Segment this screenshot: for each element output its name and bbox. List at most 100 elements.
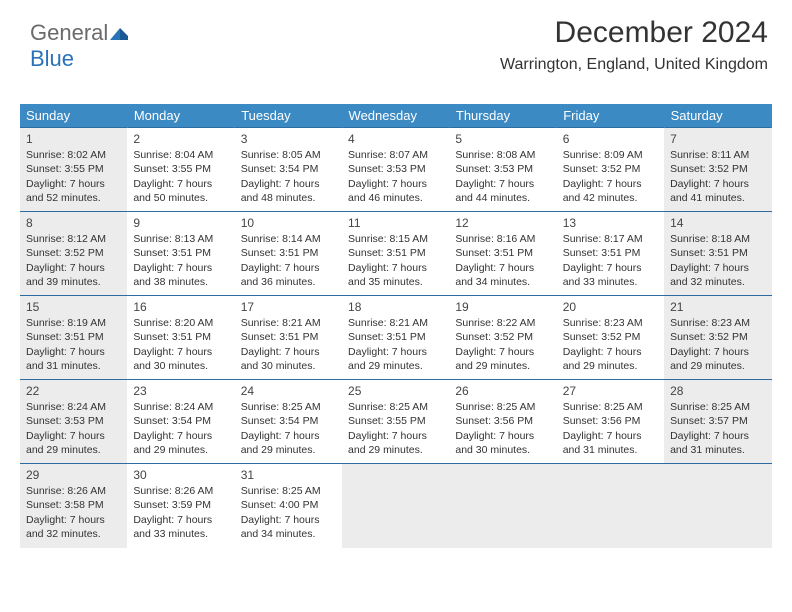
day2-text: and 34 minutes. <box>241 527 336 541</box>
calendar-cell: 31Sunrise: 8:25 AMSunset: 4:00 PMDayligh… <box>235 464 342 548</box>
calendar-cell: 29Sunrise: 8:26 AMSunset: 3:58 PMDayligh… <box>20 464 127 548</box>
day-number: 3 <box>241 131 336 147</box>
day1-text: Daylight: 7 hours <box>133 429 228 443</box>
calendar-cell: 4Sunrise: 8:07 AMSunset: 3:53 PMDaylight… <box>342 128 449 212</box>
sunset-text: Sunset: 3:51 PM <box>348 330 443 344</box>
weekday-header: Wednesday <box>342 104 449 128</box>
weekday-header: Monday <box>127 104 234 128</box>
header: December 2024 Warrington, England, Unite… <box>500 16 768 74</box>
calendar-cell: 9Sunrise: 8:13 AMSunset: 3:51 PMDaylight… <box>127 212 234 296</box>
calendar-cell: 22Sunrise: 8:24 AMSunset: 3:53 PMDayligh… <box>20 380 127 464</box>
sunset-text: Sunset: 3:54 PM <box>241 414 336 428</box>
weekday-header-row: Sunday Monday Tuesday Wednesday Thursday… <box>20 104 772 128</box>
day-number: 28 <box>670 383 765 399</box>
sunrise-text: Sunrise: 8:22 AM <box>455 316 550 330</box>
calendar-cell: 17Sunrise: 8:21 AMSunset: 3:51 PMDayligh… <box>235 296 342 380</box>
day1-text: Daylight: 7 hours <box>241 261 336 275</box>
sunset-text: Sunset: 3:51 PM <box>455 246 550 260</box>
day1-text: Daylight: 7 hours <box>133 261 228 275</box>
day2-text: and 35 minutes. <box>348 275 443 289</box>
calendar-row: 29Sunrise: 8:26 AMSunset: 3:58 PMDayligh… <box>20 464 772 548</box>
day2-text: and 29 minutes. <box>563 359 658 373</box>
day1-text: Daylight: 7 hours <box>348 345 443 359</box>
logo-text-1: General <box>30 20 108 45</box>
day2-text: and 29 minutes. <box>348 443 443 457</box>
day-number: 2 <box>133 131 228 147</box>
calendar-row: 15Sunrise: 8:19 AMSunset: 3:51 PMDayligh… <box>20 296 772 380</box>
day1-text: Daylight: 7 hours <box>563 261 658 275</box>
weekday-header: Tuesday <box>235 104 342 128</box>
sunset-text: Sunset: 3:51 PM <box>133 246 228 260</box>
sunrise-text: Sunrise: 8:04 AM <box>133 148 228 162</box>
sunrise-text: Sunrise: 8:19 AM <box>26 316 121 330</box>
sunrise-text: Sunrise: 8:25 AM <box>455 400 550 414</box>
day2-text: and 33 minutes. <box>563 275 658 289</box>
sunset-text: Sunset: 3:52 PM <box>26 246 121 260</box>
day1-text: Daylight: 7 hours <box>670 261 765 275</box>
calendar-cell: 19Sunrise: 8:22 AMSunset: 3:52 PMDayligh… <box>449 296 556 380</box>
sunrise-text: Sunrise: 8:20 AM <box>133 316 228 330</box>
sunset-text: Sunset: 3:59 PM <box>133 498 228 512</box>
day2-text: and 52 minutes. <box>26 191 121 205</box>
day2-text: and 31 minutes. <box>26 359 121 373</box>
day1-text: Daylight: 7 hours <box>455 261 550 275</box>
sunset-text: Sunset: 3:53 PM <box>455 162 550 176</box>
day-number: 23 <box>133 383 228 399</box>
sunset-text: Sunset: 3:58 PM <box>26 498 121 512</box>
calendar-cell: 14Sunrise: 8:18 AMSunset: 3:51 PMDayligh… <box>664 212 771 296</box>
day-number: 31 <box>241 467 336 483</box>
day1-text: Daylight: 7 hours <box>26 177 121 191</box>
calendar-row: 1Sunrise: 8:02 AMSunset: 3:55 PMDaylight… <box>20 128 772 212</box>
day1-text: Daylight: 7 hours <box>133 177 228 191</box>
sunset-text: Sunset: 3:51 PM <box>348 246 443 260</box>
calendar-cell: 26Sunrise: 8:25 AMSunset: 3:56 PMDayligh… <box>449 380 556 464</box>
sunset-text: Sunset: 3:53 PM <box>348 162 443 176</box>
day1-text: Daylight: 7 hours <box>563 429 658 443</box>
calendar-cell <box>664 464 771 548</box>
day2-text: and 29 minutes. <box>133 443 228 457</box>
sunset-text: Sunset: 3:57 PM <box>670 414 765 428</box>
day2-text: and 32 minutes. <box>670 275 765 289</box>
sunset-text: Sunset: 3:56 PM <box>563 414 658 428</box>
day1-text: Daylight: 7 hours <box>26 513 121 527</box>
sunrise-text: Sunrise: 8:24 AM <box>26 400 121 414</box>
day2-text: and 33 minutes. <box>133 527 228 541</box>
calendar-cell: 1Sunrise: 8:02 AMSunset: 3:55 PMDaylight… <box>20 128 127 212</box>
weekday-header: Sunday <box>20 104 127 128</box>
day2-text: and 29 minutes. <box>670 359 765 373</box>
calendar-cell: 18Sunrise: 8:21 AMSunset: 3:51 PMDayligh… <box>342 296 449 380</box>
day1-text: Daylight: 7 hours <box>26 261 121 275</box>
day1-text: Daylight: 7 hours <box>455 177 550 191</box>
sunrise-text: Sunrise: 8:23 AM <box>670 316 765 330</box>
day1-text: Daylight: 7 hours <box>455 429 550 443</box>
sunrise-text: Sunrise: 8:02 AM <box>26 148 121 162</box>
calendar-cell: 27Sunrise: 8:25 AMSunset: 3:56 PMDayligh… <box>557 380 664 464</box>
day2-text: and 42 minutes. <box>563 191 658 205</box>
sunrise-text: Sunrise: 8:25 AM <box>670 400 765 414</box>
calendar-body: 1Sunrise: 8:02 AM Sunset: 3:55 PM Daylight… <box>20 128 772 548</box>
day2-text: and 29 minutes. <box>241 443 336 457</box>
day2-text: and 31 minutes. <box>670 443 765 457</box>
sunrise-text: Sunrise: 8:11 AM <box>670 148 765 162</box>
calendar-cell: 6Sunrise: 8:09 AMSunset: 3:52 PMDaylight… <box>557 128 664 212</box>
day1-text: Daylight: 7 hours <box>670 345 765 359</box>
sunrise-text: Sunrise: 8:25 AM <box>348 400 443 414</box>
sunrise-text: Sunrise: 8:09 AM <box>563 148 658 162</box>
sunrise-text: Sunrise: 8:23 AM <box>563 316 658 330</box>
calendar-cell: 25Sunrise: 8:25 AMSunset: 3:55 PMDayligh… <box>342 380 449 464</box>
calendar-cell: 12Sunrise: 8:16 AMSunset: 3:51 PMDayligh… <box>449 212 556 296</box>
day1-text: Daylight: 7 hours <box>563 177 658 191</box>
day2-text: and 30 minutes. <box>241 359 336 373</box>
sunset-text: Sunset: 3:52 PM <box>455 330 550 344</box>
day2-text: and 29 minutes. <box>348 359 443 373</box>
day-number: 17 <box>241 299 336 315</box>
day2-text: and 29 minutes. <box>455 359 550 373</box>
sunrise-text: Sunrise: 8:07 AM <box>348 148 443 162</box>
location-text: Warrington, England, United Kingdom <box>500 56 768 74</box>
calendar-row: 8Sunrise: 8:12 AMSunset: 3:52 PMDaylight… <box>20 212 772 296</box>
calendar-cell: 16Sunrise: 8:20 AMSunset: 3:51 PMDayligh… <box>127 296 234 380</box>
sunset-text: Sunset: 3:55 PM <box>348 414 443 428</box>
sunset-text: Sunset: 4:00 PM <box>241 498 336 512</box>
day2-text: and 50 minutes. <box>133 191 228 205</box>
day-number: 1 <box>26 131 121 147</box>
